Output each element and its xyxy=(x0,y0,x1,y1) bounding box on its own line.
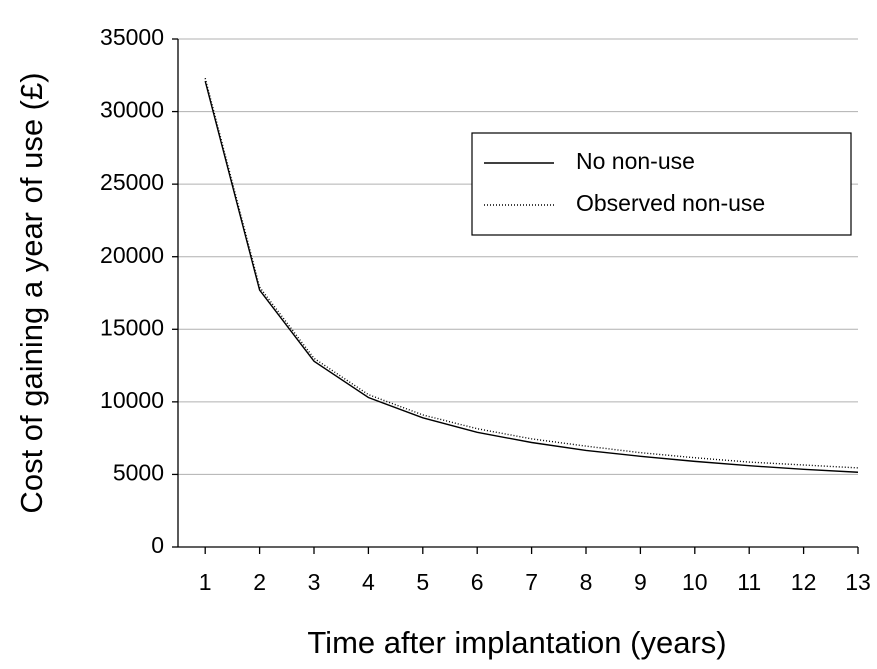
x-tick-label: 9 xyxy=(634,569,647,595)
x-tick-label: 6 xyxy=(471,569,484,595)
y-tick-label: 25000 xyxy=(100,169,164,195)
x-tick-label: 11 xyxy=(737,569,761,595)
legend-label: Observed non-use xyxy=(576,190,765,216)
x-tick-label: 7 xyxy=(525,569,538,595)
y-axis-title: Cost of gaining a year of use (£) xyxy=(14,72,49,513)
x-tick-label: 8 xyxy=(580,569,593,595)
x-tick-label: 2 xyxy=(253,569,266,595)
x-tick-label: 13 xyxy=(845,569,871,595)
series-line xyxy=(204,80,859,473)
x-tick-label: 5 xyxy=(416,569,429,595)
x-tick-label: 1 xyxy=(199,569,212,595)
y-tick-label: 0 xyxy=(151,532,164,558)
y-tick-label: 20000 xyxy=(100,242,164,268)
series-line xyxy=(204,78,859,469)
x-tick-label: 4 xyxy=(362,569,375,595)
y-tick-label: 30000 xyxy=(100,97,164,123)
y-tick-label: 5000 xyxy=(113,460,164,486)
x-tick-label: 10 xyxy=(682,569,708,595)
legend-box xyxy=(471,132,852,236)
y-tick-label: 10000 xyxy=(100,387,164,413)
y-tick-label: 35000 xyxy=(100,24,164,50)
x-tick-label: 3 xyxy=(308,569,321,595)
y-tick-label: 15000 xyxy=(100,314,164,340)
x-tick-label: 12 xyxy=(791,569,817,595)
x-axis-title: Time after implantation (years) xyxy=(307,625,726,660)
legend-label: No non-use xyxy=(576,148,695,174)
